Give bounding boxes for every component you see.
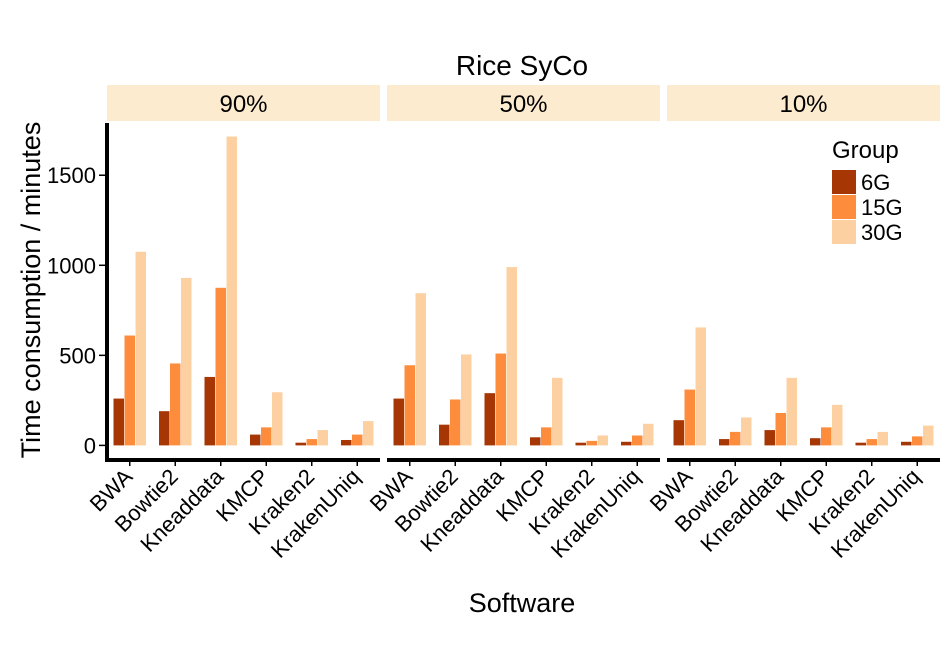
bar <box>741 417 752 446</box>
bar <box>113 398 124 446</box>
bar <box>450 399 461 446</box>
bar <box>764 430 775 446</box>
legend-label: 30G <box>861 220 903 245</box>
legend-swatch <box>832 195 856 219</box>
bar <box>866 439 877 446</box>
bar <box>786 377 797 446</box>
bar <box>124 335 135 446</box>
legend-label: 15G <box>861 195 903 220</box>
y-tick-label: 500 <box>59 343 96 368</box>
y-axis: 0 500 1000 1500 <box>47 123 109 462</box>
y-tick-label: 1000 <box>47 253 96 278</box>
bar <box>170 363 181 446</box>
facet-strip <box>387 85 660 121</box>
bar <box>530 437 541 446</box>
bar <box>261 427 272 446</box>
bar <box>159 411 170 446</box>
bar <box>775 412 786 446</box>
bar <box>912 436 923 446</box>
facet-strip-label: 10% <box>779 91 827 118</box>
bar <box>306 439 317 446</box>
bar <box>901 441 912 446</box>
bar <box>495 353 506 446</box>
facet-panel: 90%BWABowtie2KneaddataKMCPKraken2KrakenU… <box>85 85 380 563</box>
bar <box>597 435 608 446</box>
legend-label: 6G <box>861 170 890 195</box>
chart-title: Rice SyCo <box>456 50 588 81</box>
bar <box>877 431 888 446</box>
bar <box>621 441 632 446</box>
bar <box>586 440 597 446</box>
bar <box>215 287 226 446</box>
facet-strip <box>667 85 940 121</box>
bar <box>317 430 328 446</box>
bar <box>415 293 426 446</box>
legend-swatch <box>832 170 856 194</box>
bar <box>810 438 821 446</box>
y-tick-label: 0 <box>84 433 96 458</box>
bar <box>341 439 352 446</box>
bar <box>695 327 706 446</box>
x-axis-title: Software <box>469 588 576 618</box>
bar <box>393 398 404 446</box>
bar <box>684 389 695 446</box>
bar <box>352 434 363 446</box>
bar <box>506 267 517 446</box>
bar <box>552 377 563 446</box>
facet-strip-label: 90% <box>219 91 267 118</box>
bar <box>923 425 934 446</box>
bar <box>295 442 306 446</box>
facet-panel: 50%BWABowtie2KneaddataKMCPKraken2KrakenU… <box>365 85 660 563</box>
legend-swatch <box>832 220 856 244</box>
bar <box>719 439 730 446</box>
bar <box>541 427 552 446</box>
bar <box>484 393 495 446</box>
bar <box>730 431 741 446</box>
bar <box>226 136 237 446</box>
bar <box>135 251 146 446</box>
facet-panels: 90%BWABowtie2KneaddataKMCPKraken2KrakenU… <box>85 85 940 563</box>
bar <box>821 427 832 446</box>
legend-title: Group <box>832 137 899 164</box>
bar <box>575 442 586 446</box>
bar <box>461 354 472 446</box>
bar <box>250 434 261 446</box>
facet-strip <box>107 85 380 121</box>
bar <box>181 277 192 446</box>
bar <box>404 365 415 446</box>
bar <box>204 376 215 446</box>
bar <box>632 435 643 446</box>
bar <box>855 442 866 446</box>
y-axis-title: Time consumption / minutes <box>16 122 46 459</box>
bar <box>363 421 374 446</box>
facet-strip-label: 50% <box>499 91 547 118</box>
y-tick-label: 1500 <box>47 163 96 188</box>
bar <box>643 423 654 446</box>
bar <box>439 424 450 446</box>
bar <box>832 404 843 446</box>
bar <box>673 420 684 446</box>
bar <box>272 392 283 446</box>
